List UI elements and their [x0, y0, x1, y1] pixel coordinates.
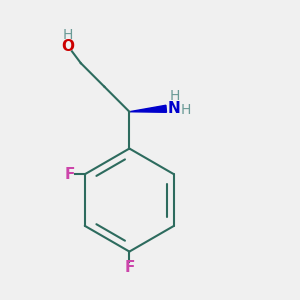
Text: O: O — [61, 39, 74, 54]
Text: N: N — [168, 101, 181, 116]
Text: H: H — [180, 103, 191, 117]
Polygon shape — [129, 105, 167, 112]
Text: F: F — [124, 260, 135, 275]
Text: H: H — [62, 28, 73, 42]
Text: H: H — [169, 89, 180, 103]
Text: F: F — [64, 167, 75, 182]
